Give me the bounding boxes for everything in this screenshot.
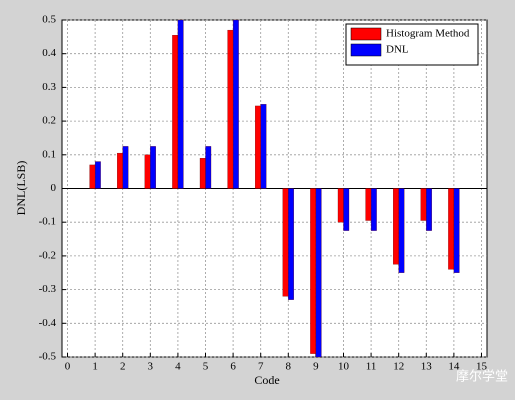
bar bbox=[370, 188, 377, 231]
bar bbox=[448, 188, 455, 270]
bar bbox=[420, 188, 427, 221]
bar bbox=[288, 188, 294, 300]
x-tick-label: 1 bbox=[92, 361, 98, 373]
x-axis-label: Code bbox=[254, 373, 279, 387]
bar bbox=[426, 188, 432, 231]
bar bbox=[260, 104, 267, 189]
legend-swatch bbox=[350, 43, 382, 57]
bar bbox=[172, 35, 179, 189]
y-tick-label: -0.4 bbox=[39, 317, 57, 329]
y-tick-label: -0.2 bbox=[39, 249, 56, 261]
x-tick-label: 3 bbox=[148, 361, 154, 373]
x-tick-label: 5 bbox=[203, 361, 209, 373]
y-tick-label: -0.5 bbox=[39, 351, 57, 363]
x-tick-label: 15 bbox=[476, 361, 488, 373]
bar bbox=[117, 152, 123, 189]
bar bbox=[144, 154, 151, 189]
y-tick-label: 0.5 bbox=[42, 14, 56, 26]
y-tick-label: 0.3 bbox=[42, 81, 56, 93]
legend-label: DNL bbox=[386, 44, 409, 56]
y-tick-label: -0.1 bbox=[39, 216, 56, 228]
y-tick-label: 0.2 bbox=[42, 115, 56, 127]
y-tick-label: 0 bbox=[51, 182, 57, 194]
x-tick-label: 2 bbox=[120, 361, 126, 373]
y-tick-label: 0.4 bbox=[42, 47, 56, 59]
x-tick-label: 8 bbox=[286, 361, 292, 373]
x-tick-label: 0 bbox=[65, 361, 71, 373]
x-tick-label: 10 bbox=[338, 361, 350, 373]
bar bbox=[122, 146, 129, 189]
bar bbox=[199, 158, 206, 189]
y-tick-label: -0.3 bbox=[39, 283, 57, 295]
x-tick-label: 11 bbox=[366, 361, 377, 373]
y-axis-label: DNL(LSB) bbox=[14, 161, 28, 216]
x-tick-label: 14 bbox=[448, 361, 460, 373]
bar bbox=[343, 188, 350, 231]
bar bbox=[205, 146, 212, 189]
bar bbox=[337, 188, 344, 223]
bar bbox=[150, 146, 156, 189]
x-tick-label: 4 bbox=[175, 361, 181, 373]
bar bbox=[177, 19, 184, 189]
x-tick-label: 9 bbox=[313, 361, 319, 373]
bar bbox=[232, 19, 239, 189]
bar bbox=[393, 188, 399, 265]
bar bbox=[315, 188, 322, 358]
legend-swatch bbox=[350, 27, 382, 41]
bar bbox=[453, 188, 460, 273]
bar bbox=[365, 188, 372, 221]
watermark: 摩尔学堂 bbox=[456, 369, 508, 385]
legend-label: Histogram Method bbox=[386, 28, 470, 40]
bar bbox=[310, 188, 317, 354]
bar bbox=[398, 188, 405, 273]
bar bbox=[89, 164, 96, 189]
bar bbox=[94, 161, 101, 189]
bar bbox=[282, 188, 289, 297]
x-tick-label: 12 bbox=[393, 361, 404, 373]
bar bbox=[255, 105, 261, 189]
x-tick-label: 6 bbox=[230, 361, 236, 373]
y-tick-label: 0.1 bbox=[42, 148, 56, 160]
x-tick-label: 13 bbox=[421, 361, 433, 373]
x-tick-label: 7 bbox=[258, 361, 264, 373]
bar bbox=[227, 29, 234, 189]
